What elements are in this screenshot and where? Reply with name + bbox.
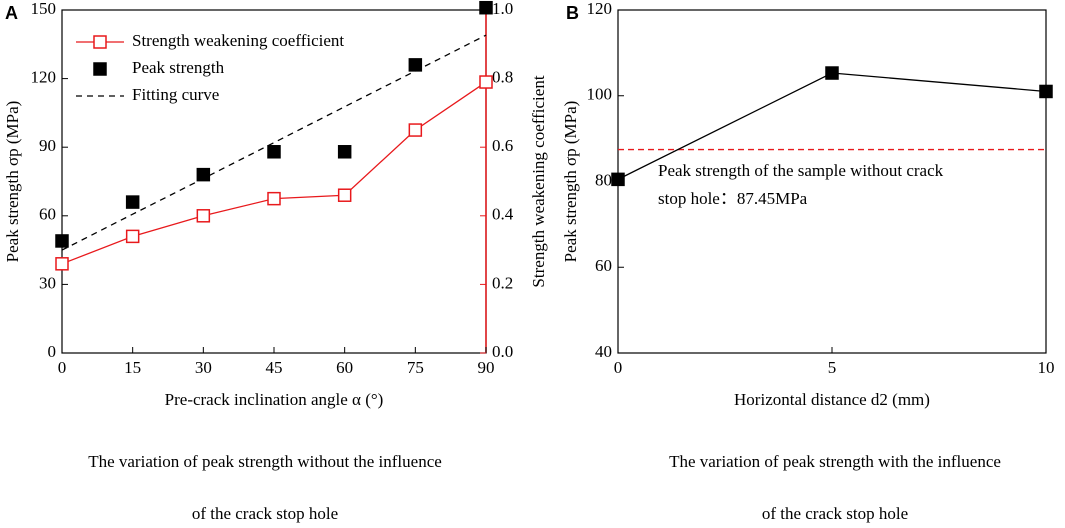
- y-tick-label: 60: [39, 205, 56, 224]
- caption: The variation of peak strength with the …: [669, 452, 1001, 471]
- caption: The variation of peak strength without t…: [88, 452, 442, 471]
- annotation: Peak strength of the sample without crac…: [658, 161, 944, 180]
- y2-tick-label: 0.0: [492, 342, 513, 361]
- x-tick-label: 5: [828, 358, 837, 377]
- y-tick-label: 100: [587, 85, 613, 104]
- y-tick-label: 150: [31, 0, 57, 18]
- y2-tick-label: 0.4: [492, 205, 514, 224]
- x-tick-label: 0: [58, 358, 67, 377]
- x-tick-label: 75: [407, 358, 424, 377]
- data-point: [55, 257, 69, 271]
- y2-tick-label: 0.2: [492, 273, 513, 292]
- data-point: [125, 229, 140, 244]
- plot-frame: [61, 9, 487, 354]
- series-line: [61, 81, 487, 265]
- data-point: [267, 191, 281, 206]
- x-tick-label: 45: [266, 358, 283, 377]
- data-point: [408, 123, 423, 137]
- y2-axis-label: Strength weakening coefficient: [529, 75, 548, 287]
- y-tick-label: 60: [595, 256, 612, 275]
- y2-tick-label: 1.0: [492, 0, 513, 18]
- series-line: [61, 34, 487, 251]
- legend-label: Strength weakening coefficient: [132, 31, 344, 50]
- x-tick-label: 30: [195, 358, 212, 377]
- y-tick-label: 0: [48, 342, 57, 361]
- data-point: [196, 167, 211, 182]
- annotation: stop hole：87.45MPa: [658, 189, 808, 208]
- y-tick-label: 120: [31, 68, 57, 87]
- x-tick-label: 90: [478, 358, 495, 377]
- data-point: [479, 75, 493, 89]
- x-axis-label: Horizontal distance d2 (mm): [734, 390, 930, 409]
- data-point: [825, 66, 839, 80]
- legend-marker: [93, 62, 107, 76]
- x-tick-label: 60: [336, 358, 353, 377]
- y2-tick-label: 0.6: [492, 136, 513, 155]
- x-tick-label: 15: [124, 358, 141, 377]
- x-tick-label: 0: [614, 358, 623, 377]
- y-tick-label: 30: [39, 273, 56, 292]
- data-point: [479, 0, 493, 15]
- caption: of the crack stop hole: [762, 504, 908, 523]
- y2-tick-label: 0.8: [492, 68, 513, 87]
- y-tick-label: 90: [39, 136, 56, 155]
- panel-label: A: [5, 3, 18, 23]
- legend-marker: [93, 35, 107, 49]
- y-tick-label: 40: [595, 342, 612, 361]
- y-tick-label: 120: [587, 0, 613, 18]
- y-axis-label: Peak strength σp (MPa): [561, 101, 580, 263]
- data-point: [1039, 84, 1053, 99]
- panel-label: B: [566, 3, 579, 23]
- data-point: [196, 209, 211, 223]
- x-axis-label: Pre-crack inclination angle α (°): [165, 390, 384, 409]
- plot-frame: [617, 9, 1047, 354]
- x-tick-label: 10: [1038, 358, 1055, 377]
- legend-label: Fitting curve: [132, 85, 219, 104]
- data-point: [55, 234, 69, 248]
- data-point: [337, 145, 352, 159]
- data-point: [611, 172, 625, 187]
- data-point: [337, 188, 352, 202]
- y-axis-label: Peak strength σp (MPa): [3, 101, 22, 263]
- legend-label: Peak strength: [132, 58, 225, 77]
- data-point: [267, 145, 281, 159]
- y-tick-label: 80: [595, 170, 612, 189]
- data-point: [125, 195, 140, 209]
- caption: of the crack stop hole: [192, 504, 338, 523]
